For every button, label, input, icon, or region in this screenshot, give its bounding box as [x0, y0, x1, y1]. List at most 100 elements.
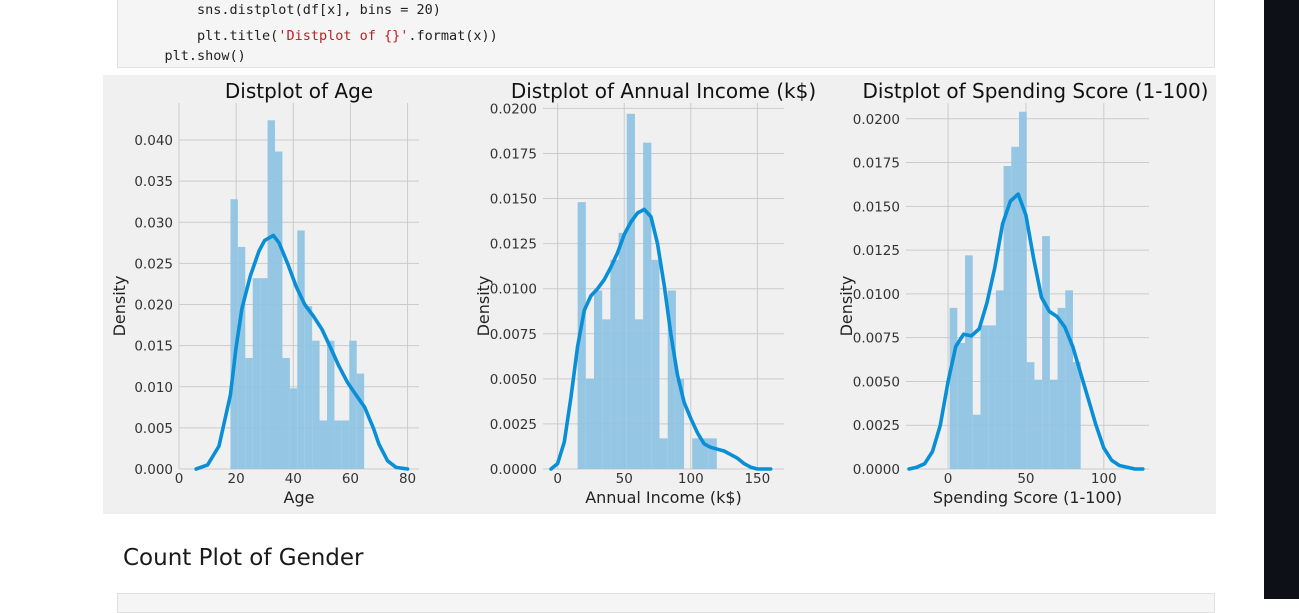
- histogram-bar: [1034, 379, 1043, 469]
- y-tick-label: 0.020: [134, 298, 173, 314]
- y-tick-label: 0.0100: [853, 287, 900, 303]
- y-tick-label: 0.035: [134, 174, 173, 190]
- histogram-bar: [980, 325, 989, 469]
- distplot-figure: 0.000 0.005 0.010 0.015 0.020 0.025 0.030 0.035…: [110, 79, 1209, 507]
- histogram-bar: [327, 340, 335, 469]
- histogram-bar: [1011, 146, 1020, 469]
- y-tick-label: 0.0050: [853, 374, 900, 390]
- chart-title: Distplot of Spending Score (1-100): [863, 79, 1209, 103]
- histogram-bar: [260, 278, 268, 469]
- histogram-bar: [618, 232, 627, 469]
- chart-2: 0.0000 0.0025 0.0050 0.0075 0.0100 0.0125 0.01…: [474, 79, 816, 507]
- histogram-bar: [334, 420, 342, 469]
- code-cell[interactable]: sns.distplot(df[x], bins = 20) plt.title…: [117, 0, 1215, 68]
- code-token: sns.distplot(df[x], bins = 20): [197, 2, 441, 18]
- histogram-bar: [1003, 166, 1012, 469]
- x-axis-label: Age: [284, 488, 315, 507]
- histogram-bar: [593, 290, 603, 469]
- figure-output: 0.000 0.005 0.010 0.015 0.020 0.025 0.030 0.035…: [103, 75, 1216, 514]
- histogram-bar: [1042, 236, 1050, 469]
- histogram-bar: [659, 438, 668, 469]
- code-token: .format(x)): [408, 28, 498, 44]
- histogram-bar: [1065, 290, 1073, 469]
- histogram-bar: [289, 388, 298, 469]
- kde-line: [907, 192, 1145, 471]
- kde-line: [194, 233, 410, 471]
- y-tick-label: 0.0100: [490, 282, 537, 298]
- histogram-bar: [356, 373, 365, 469]
- y-tick-label: 0.030: [134, 215, 173, 231]
- x-tick-label: 150: [744, 471, 770, 487]
- y-tick-label: 0.010: [134, 380, 173, 396]
- y-tick-label: 0.0075: [490, 327, 537, 343]
- histogram-bar: [1026, 362, 1035, 469]
- y-tick-label: 0.025: [134, 256, 173, 272]
- x-tick-label: 0: [175, 471, 184, 487]
- histogram-bar: [643, 142, 652, 469]
- y-tick-label: 0.015: [134, 339, 173, 355]
- histogram-bar: [626, 113, 635, 469]
- x-tick-label: 50: [1017, 471, 1034, 487]
- histogram-bar: [282, 357, 290, 469]
- y-tick-label: 0.0050: [490, 372, 537, 388]
- x-tick-label: 80: [399, 471, 416, 487]
- histogram-bar: [965, 255, 973, 469]
- histogram-bar: [1072, 362, 1081, 469]
- y-tick-label: 0.0150: [853, 199, 900, 215]
- y-tick-label: 0.0200: [853, 112, 900, 128]
- histogram-bar: [675, 378, 685, 469]
- histogram-bar: [667, 290, 676, 469]
- y-axis-label: Density: [837, 276, 856, 337]
- y-tick-label: 0.0000: [853, 462, 900, 478]
- chart-title: Distplot of Annual Income (k$): [511, 79, 816, 103]
- histogram-bar: [577, 202, 586, 469]
- code-line-2: plt.title('Distplot of {}'.format(x)): [132, 12, 498, 60]
- x-tick-label: 40: [285, 471, 302, 487]
- code-token-string: 'Distplot of {}': [278, 28, 409, 44]
- histogram-bar: [585, 378, 594, 469]
- y-axis-label: Density: [474, 276, 493, 337]
- y-tick-label: 0.0175: [853, 156, 900, 172]
- y-tick-label: 0.0175: [490, 146, 537, 162]
- histogram-bar: [230, 199, 238, 469]
- histogram-bar: [1049, 379, 1058, 469]
- y-tick-label: 0.0125: [853, 243, 900, 259]
- chart-1: 0.000 0.005 0.010 0.015 0.020 0.025 0.030 0.035…: [110, 79, 419, 507]
- histogram-bar: [267, 120, 275, 469]
- y-tick-label: 0.000: [134, 462, 173, 478]
- histogram-bar: [312, 340, 320, 469]
- histogram-bar: [245, 357, 253, 469]
- histogram-bar: [1057, 307, 1066, 469]
- histogram-bar: [602, 319, 611, 469]
- histogram-bar: [692, 438, 701, 469]
- histogram-bar: [341, 420, 350, 469]
- histogram-bar: [700, 438, 709, 469]
- histogram-bar: [349, 340, 357, 469]
- chart-title: Distplot of Age: [225, 79, 373, 103]
- x-axis-label: Spending Score (1-100): [933, 488, 1122, 507]
- right-side-panel: [1264, 0, 1299, 599]
- histogram-bar: [304, 306, 313, 469]
- y-tick-label: 0.0000: [490, 462, 537, 478]
- histogram-bar: [708, 438, 717, 469]
- x-tick-label: 0: [553, 471, 562, 487]
- histogram-bar: [275, 151, 283, 469]
- y-tick-label: 0.0125: [490, 237, 537, 253]
- histogram-bar: [651, 259, 660, 469]
- histogram-bar: [297, 230, 305, 469]
- x-tick-label: 50: [616, 471, 633, 487]
- x-axis-label: Annual Income (k$): [585, 488, 742, 507]
- y-tick-label: 0.0075: [853, 331, 900, 347]
- histogram-bar: [995, 290, 1004, 469]
- histogram-bar: [252, 278, 261, 469]
- y-axis-label: Density: [110, 276, 129, 337]
- y-tick-label: 0.005: [134, 421, 173, 437]
- y-tick-label: 0.0200: [490, 101, 537, 117]
- x-tick-label: 60: [342, 471, 359, 487]
- section-title: Count Plot of Gender: [123, 545, 364, 571]
- histogram-bar: [237, 246, 246, 469]
- histogram-bar: [988, 325, 996, 469]
- y-tick-label: 0.040: [134, 133, 173, 149]
- next-code-cell[interactable]: [117, 593, 1215, 613]
- chart-3: 0.0000 0.0025 0.0050 0.0075 0.0100 0.0125 0.01…: [837, 79, 1209, 507]
